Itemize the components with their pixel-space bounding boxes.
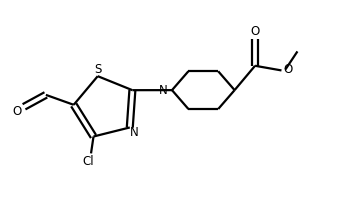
Text: N: N: [159, 84, 168, 97]
Text: N: N: [129, 126, 138, 139]
Text: Cl: Cl: [83, 155, 94, 168]
Text: O: O: [284, 63, 293, 76]
Text: O: O: [250, 26, 260, 38]
Text: S: S: [94, 63, 101, 76]
Text: O: O: [12, 105, 22, 118]
